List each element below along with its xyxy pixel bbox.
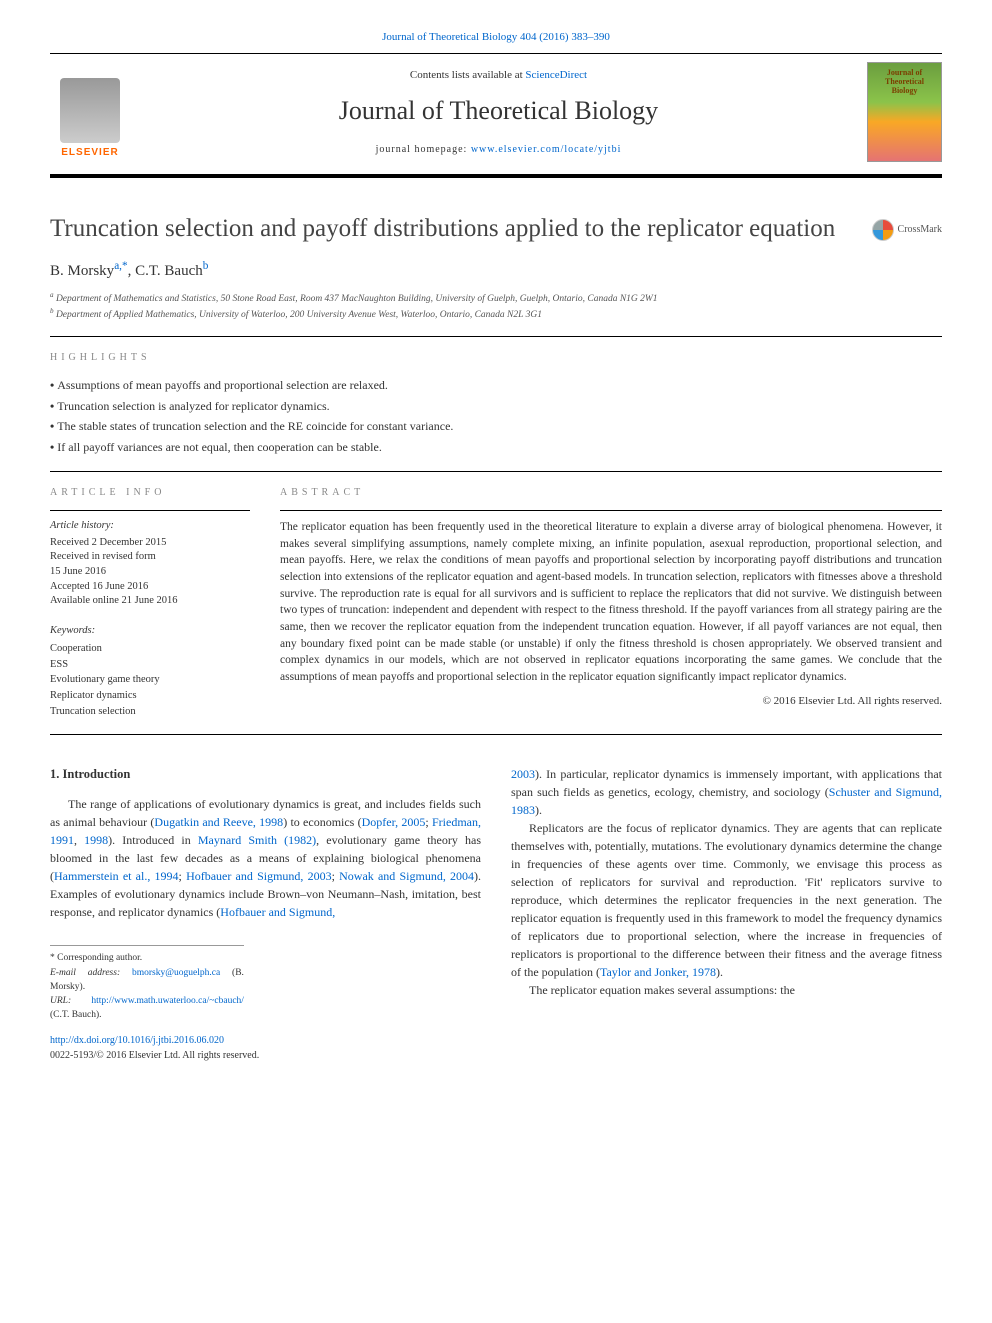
issn-copyright: 0022-5193/© 2016 Elsevier Ltd. All right… <box>50 1050 259 1061</box>
elsevier-wordmark: ELSEVIER <box>61 146 118 160</box>
citation-link[interactable]: Hofbauer and Sigmund, 2003 <box>186 869 332 883</box>
homepage-link[interactable]: www.elsevier.com/locate/yjtbi <box>471 144 622 155</box>
crossmark-icon <box>872 219 894 241</box>
keyword: Evolutionary game theory <box>50 672 250 688</box>
highlights-list: Assumptions of mean payoffs and proporti… <box>50 375 942 457</box>
body-text: 1. Introduction The range of application… <box>50 765 942 1063</box>
crossmark-badge[interactable]: CrossMark <box>872 219 942 241</box>
article-info: ARTICLE INFO Article history: Received 2… <box>50 486 250 720</box>
citation-link[interactable]: 2003 <box>511 767 535 781</box>
highlight-item: If all payoff variances are not equal, t… <box>50 437 942 457</box>
divider <box>280 510 942 511</box>
contents-prefix: Contents lists available at <box>410 69 525 81</box>
history-label: Article history: <box>50 519 250 534</box>
top-citation: Journal of Theoretical Biology 404 (2016… <box>50 30 942 45</box>
keywords: Keywords: Cooperation ESS Evolutionary g… <box>50 623 250 720</box>
crossmark-label: CrossMark <box>898 223 942 237</box>
divider <box>50 471 942 472</box>
keyword: ESS <box>50 657 250 673</box>
history-line: Available online 21 June 2016 <box>50 594 250 609</box>
author-2-affil[interactable]: b <box>203 260 209 272</box>
elsevier-tree-icon <box>60 78 120 143</box>
contents-line: Contents lists available at ScienceDirec… <box>130 68 867 83</box>
citation-link[interactable]: Hofbauer and Sigmund, <box>220 905 335 919</box>
intro-paragraph-cont: 2003). In particular, replicator dynamic… <box>511 765 942 819</box>
url-line: URL: http://www.math.uwaterloo.ca/~cbauc… <box>50 994 244 1023</box>
author-1-affil[interactable]: a, <box>114 260 122 272</box>
doi-link[interactable]: http://dx.doi.org/10.1016/j.jtbi.2016.06… <box>50 1035 224 1046</box>
citation-link[interactable]: 1998 <box>84 833 108 847</box>
body-column-left: 1. Introduction The range of application… <box>50 765 481 1063</box>
abstract-column: ABSTRACT The replicator equation has bee… <box>280 486 942 720</box>
affiliation-a: a Department of Mathematics and Statisti… <box>50 290 942 306</box>
highlight-item: Truncation selection is analyzed for rep… <box>50 396 942 416</box>
email-line: E-mail address: bmorsky@uoguelph.ca (B. … <box>50 966 244 995</box>
article-title: Truncation selection and payoff distribu… <box>50 213 872 244</box>
citation-link[interactable]: Dugatkin and Reeve, 1998 <box>154 815 283 829</box>
keyword: Truncation selection <box>50 704 250 720</box>
body-column-right: 2003). In particular, replicator dynamic… <box>511 765 942 1063</box>
doi-block: http://dx.doi.org/10.1016/j.jtbi.2016.06… <box>50 1033 481 1063</box>
sciencedirect-link[interactable]: ScienceDirect <box>525 69 587 81</box>
footnotes: * Corresponding author. E-mail address: … <box>50 945 244 1022</box>
article-history: Article history: Received 2 December 201… <box>50 519 250 609</box>
authors: B. Morskya,*, C.T. Bauchb <box>50 259 942 282</box>
journal-name: Journal of Theoretical Biology <box>130 93 867 129</box>
keyword: Replicator dynamics <box>50 688 250 704</box>
citation-link[interactable]: Taylor and Jonker, 1978 <box>600 965 716 979</box>
history-line: 15 June 2016 <box>50 565 250 580</box>
journal-header: ELSEVIER Contents lists available at Sci… <box>50 53 942 178</box>
history-line: Received 2 December 2015 <box>50 536 250 551</box>
citation-link[interactable]: Maynard Smith (1982) <box>198 833 316 847</box>
author-sep: , <box>128 263 136 279</box>
highlight-item: Assumptions of mean payoffs and proporti… <box>50 375 942 395</box>
history-line: Accepted 16 June 2016 <box>50 580 250 595</box>
divider <box>50 510 250 511</box>
email-link[interactable]: bmorsky@uoguelph.ca <box>132 968 220 978</box>
affiliation-b: b Department of Applied Mathematics, Uni… <box>50 306 942 322</box>
abstract-heading: ABSTRACT <box>280 486 942 500</box>
citation-link[interactable]: Hammerstein et al., 1994 <box>54 869 179 883</box>
intro-paragraph: Replicators are the focus of replicator … <box>511 819 942 981</box>
divider <box>50 734 942 735</box>
section-heading-intro: 1. Introduction <box>50 765 481 784</box>
keywords-label: Keywords: <box>50 623 250 639</box>
elsevier-logo: ELSEVIER <box>50 65 130 160</box>
author-url-link[interactable]: http://www.math.uwaterloo.ca/~cbauch/ <box>91 996 244 1006</box>
citation-link[interactable]: Dopfer, 2005 <box>362 815 426 829</box>
intro-paragraph: The range of applications of evolutionar… <box>50 795 481 921</box>
intro-paragraph: The replicator equation makes several as… <box>511 981 942 999</box>
author-1: B. Morsky <box>50 263 114 279</box>
copyright-line: © 2016 Elsevier Ltd. All rights reserved… <box>280 694 942 709</box>
keyword: Cooperation <box>50 641 250 657</box>
article-info-heading: ARTICLE INFO <box>50 486 250 500</box>
citation-link[interactable]: Nowak and Sigmund, 2004 <box>339 869 474 883</box>
highlight-item: The stable states of truncation selectio… <box>50 416 942 436</box>
header-center: Contents lists available at ScienceDirec… <box>130 68 867 158</box>
corresponding-author: * Corresponding author. <box>50 951 244 965</box>
journal-cover-thumbnail: Journal of Theoretical Biology <box>867 62 942 162</box>
affiliations: a Department of Mathematics and Statisti… <box>50 290 942 323</box>
author-2: C.T. Bauch <box>135 263 203 279</box>
cover-line3: Biology <box>892 87 918 96</box>
history-line: Received in revised form <box>50 550 250 565</box>
divider <box>50 336 942 337</box>
top-citation-link[interactable]: Journal of Theoretical Biology 404 (2016… <box>382 31 610 43</box>
homepage-prefix: journal homepage: <box>376 144 471 155</box>
abstract-text: The replicator equation has been frequen… <box>280 519 942 686</box>
highlights-heading: HIGHLIGHTS <box>50 351 942 365</box>
homepage-line: journal homepage: www.elsevier.com/locat… <box>130 143 867 157</box>
